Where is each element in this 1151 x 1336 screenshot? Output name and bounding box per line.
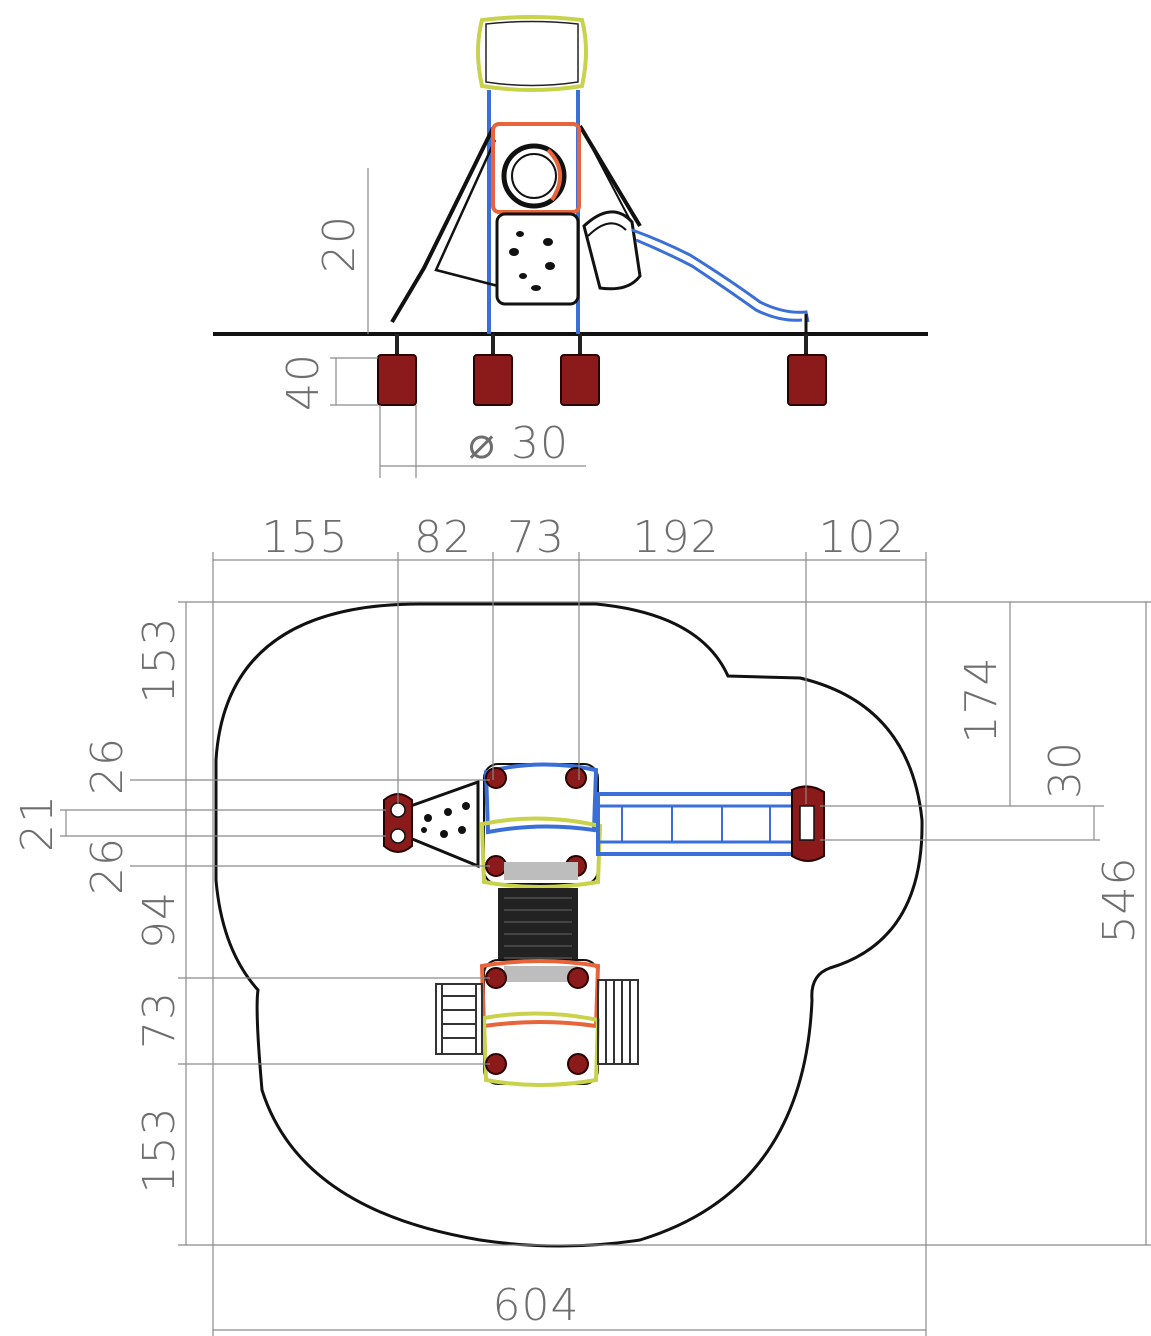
left-dimension: 153 (134, 617, 185, 704)
plan-view: 155 82 73 192 102 153 26 21 26 94 73 153… (12, 512, 1151, 1336)
top-dimension: 73 (507, 512, 565, 563)
left-dimension: 21 (12, 794, 63, 852)
footing (560, 354, 600, 406)
elevation-dimension-lines (330, 168, 586, 478)
top-dimension: 192 (633, 512, 720, 563)
left-dimension: 26 (82, 837, 133, 895)
post-cap (565, 767, 587, 789)
roof-panel-top (476, 15, 588, 92)
porthole (501, 143, 567, 209)
slide-plan (596, 785, 825, 862)
tunnel-bridge (498, 888, 578, 964)
left-dimension: 26 (82, 737, 133, 795)
slide-hood (582, 210, 642, 291)
post-cap (485, 767, 507, 789)
slide-chute (631, 228, 810, 323)
footing-diameter-dimension: 30 (511, 418, 569, 469)
safety-zone-outline (214, 602, 924, 1248)
right-dimension: 30 (1040, 741, 1091, 799)
elevation-view: 20 40 ⌀ 30 (213, 15, 928, 478)
diameter-symbol: ⌀ (468, 418, 496, 469)
climbing-wall (495, 212, 580, 306)
footing (787, 354, 827, 406)
right-dimension: 174 (956, 657, 1007, 744)
footing (473, 354, 513, 406)
post-cap (567, 967, 589, 989)
ladder-left (435, 983, 483, 1055)
top-dimension: 102 (819, 512, 906, 563)
left-dimension: 94 (134, 891, 185, 949)
footing-depth-dimension: 40 (278, 353, 329, 411)
plan-dimension-lines (60, 552, 1151, 1336)
height-dimension: 20 (314, 215, 365, 273)
post-cap (567, 1053, 589, 1075)
top-dimension: 155 (262, 512, 349, 563)
top-dimension: 82 (414, 512, 472, 563)
left-dimension: 73 (134, 991, 185, 1049)
footings (377, 334, 827, 406)
a-frame-left (390, 127, 495, 324)
footing (377, 354, 417, 406)
bottom-dimension: 604 (493, 1280, 580, 1331)
right-dimension: 546 (1094, 857, 1145, 944)
left-dimension: 153 (134, 1107, 185, 1194)
ladder-right (597, 979, 639, 1065)
climbing-net (403, 779, 480, 869)
porthole-panel (491, 122, 581, 214)
